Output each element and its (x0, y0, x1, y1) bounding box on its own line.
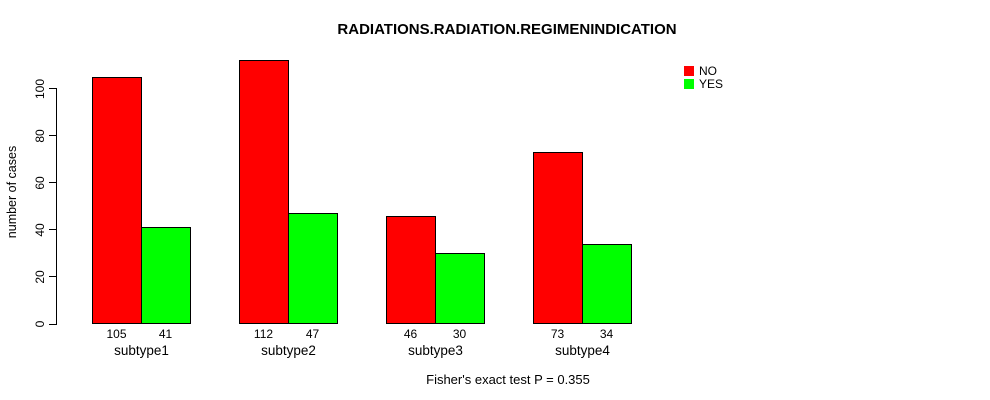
legend-item-no: NO (684, 64, 723, 78)
x-category-label-subtype2: subtype2 (261, 343, 316, 358)
y-tick-label: 60 (33, 176, 47, 190)
bar-value-label: 105 (106, 327, 127, 341)
bar-value-label: 34 (599, 327, 614, 341)
y-tick-label: 0 (33, 320, 47, 328)
y-tick-mark (49, 135, 56, 137)
bar-value-label: 46 (403, 327, 418, 341)
legend-label-yes: YES (699, 77, 724, 92)
y-tick-mark (49, 182, 56, 184)
bar-value-label: 30 (452, 327, 467, 341)
bar-subtype1-yes (141, 227, 191, 324)
bar-subtype4-no (533, 152, 583, 324)
legend-label-no: NO (699, 63, 717, 78)
legend-swatch-yes-icon (684, 79, 694, 90)
bar-subtype1-no (92, 76, 142, 324)
y-tick-label: 40 (33, 223, 47, 237)
x-category-label-subtype1: subtype1 (114, 343, 169, 358)
legend-swatch-no-icon (684, 65, 694, 76)
legend: NO YES (684, 64, 723, 91)
bar-value-label: 112 (253, 327, 274, 341)
y-tick-label: 20 (33, 270, 47, 284)
bar-value-label: 41 (158, 327, 173, 341)
bar-subtype3-no (386, 215, 436, 324)
y-axis-line (56, 88, 57, 325)
chart-title: RADIATIONS.RADIATION.REGIMENINDICATION (337, 21, 677, 38)
bar-subtype2-yes (288, 213, 338, 324)
y-axis-label: number of cases (5, 145, 19, 239)
bar-value-label: 73 (550, 327, 565, 341)
y-tick-mark (49, 323, 56, 325)
x-category-label-subtype3: subtype3 (408, 343, 463, 358)
bar-subtype2-no (239, 60, 289, 324)
y-tick-mark (49, 88, 56, 89)
x-category-label-subtype4: subtype4 (555, 343, 610, 358)
bar-subtype3-yes (435, 253, 485, 324)
y-tick-label: 80 (33, 128, 47, 143)
y-tick-mark (49, 276, 56, 278)
y-tick-mark (49, 229, 56, 231)
y-tick-label: 100 (33, 78, 47, 99)
annotation-text: Fisher's exact test P = 0.355 (426, 372, 590, 387)
bar-value-label: 47 (305, 327, 320, 341)
legend-item-yes: YES (684, 77, 724, 92)
bar-subtype4-yes (582, 243, 632, 324)
